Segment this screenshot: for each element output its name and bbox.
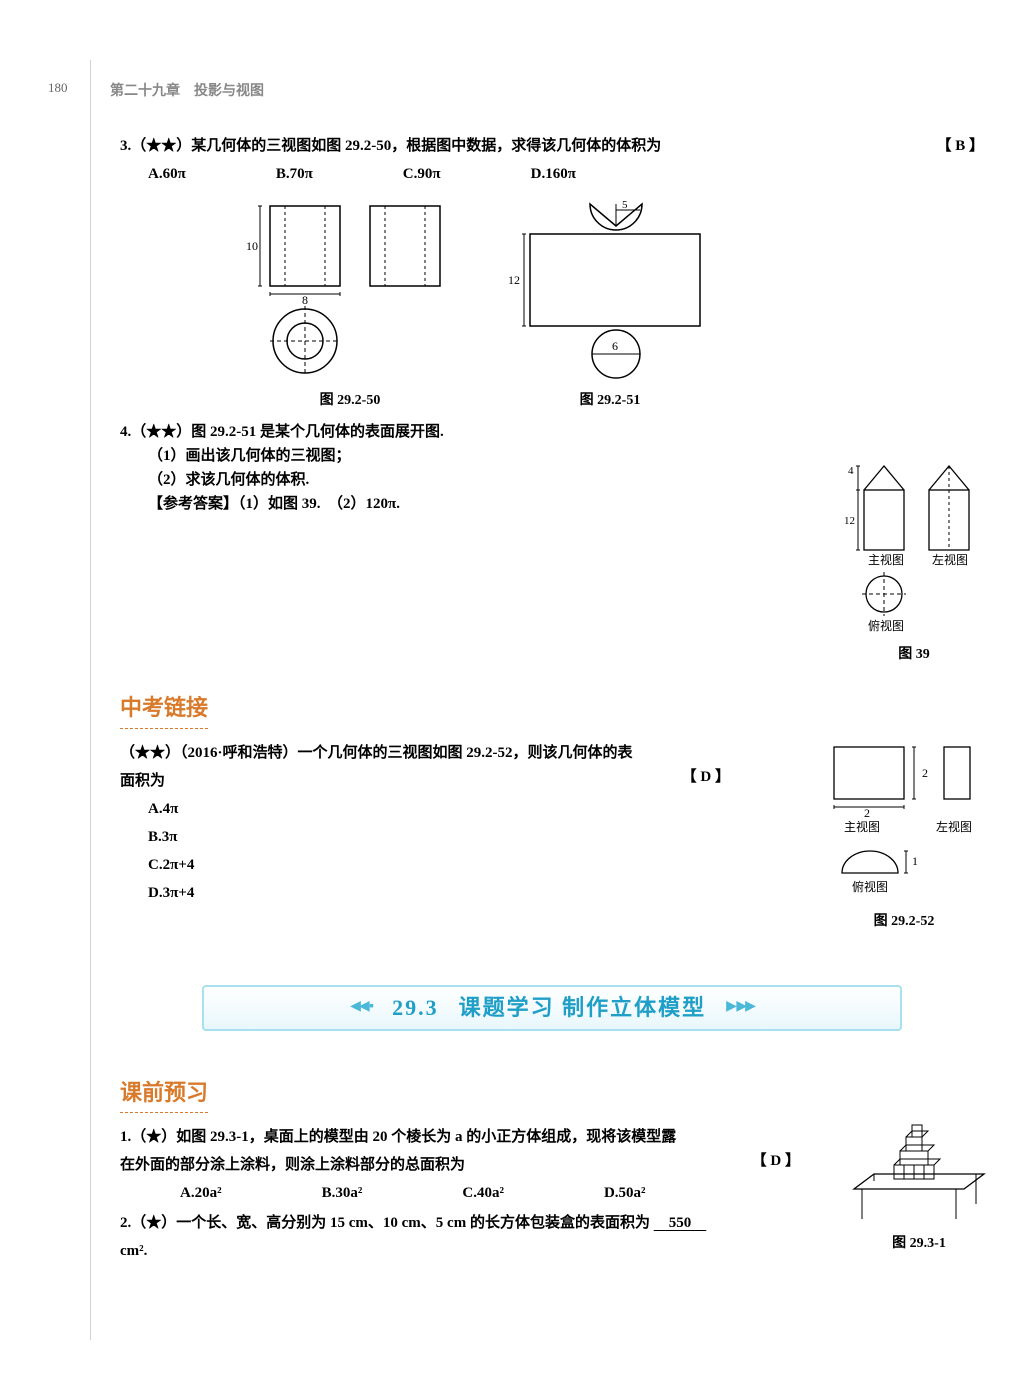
- fig-39: 4 12 主视图 左视图 俯视图 图 39: [834, 460, 994, 666]
- svg-text:4: 4: [848, 465, 854, 477]
- svg-text:12: 12: [508, 273, 520, 287]
- q3-figures: 10 8 图 29.2-50 5 12: [240, 196, 984, 412]
- q3-answer: B: [955, 138, 965, 154]
- fig-52-caption: 图 29.2-52: [814, 911, 994, 933]
- fig-39-caption: 图 39: [834, 644, 994, 666]
- zk-answer: D: [700, 769, 711, 785]
- svg-text:2: 2: [922, 766, 928, 780]
- svg-text:2: 2: [864, 806, 870, 820]
- banner-right-arrow: ▶ ▶▶: [726, 996, 754, 1018]
- section-banner: ◀◀ ▪ 29.3 课题学习 制作立体模型 ▶ ▶▶: [202, 985, 902, 1031]
- svg-text:1: 1: [912, 854, 918, 868]
- fig-52: 2 2 主视图 左视图 1 俯视图 图 29.2-52: [814, 737, 994, 933]
- banner-number: 29.3: [392, 990, 439, 1025]
- pq1-text2: 在外面的部分涂上涂料，则涂上涂料部分的总面积为: [120, 1153, 465, 1177]
- q4-line1: 4.（★★）图 29.2-51 是某个几何体的表面展开图.: [120, 420, 984, 444]
- fig-51-caption: 图 29.2-51: [580, 390, 641, 412]
- svg-text:主视图: 主视图: [868, 552, 904, 567]
- preview-q1: 1.（★）如图 29.3-1，桌面上的模型由 20 个棱长为 a 的小正方体组成…: [120, 1125, 984, 1205]
- fig-29-3-1-svg: [844, 1119, 994, 1229]
- banner-title: 课题学习 制作立体模型: [459, 990, 707, 1025]
- q3-opt-a: A.60π: [148, 162, 186, 186]
- pq1-opt-a: A.20a²: [180, 1181, 222, 1205]
- pq1-answer: D: [770, 1153, 781, 1169]
- fig-52-svg: 2 2 主视图 左视图 1 俯视图: [814, 737, 994, 907]
- q3-answer-bracket: 【 B 】: [936, 134, 984, 158]
- pq1-opt-d: D.50a²: [604, 1181, 646, 1205]
- q3-text: 3.（★★）某几何体的三视图如图 29.2-50，根据图中数据，求得该几何体的体…: [120, 134, 661, 158]
- page-content: 3.（★★）某几何体的三视图如图 29.2-50，根据图中数据，求得该几何体的体…: [120, 130, 984, 1263]
- svg-text:6: 6: [612, 339, 618, 353]
- fig-51-svg: 5 12 6: [500, 196, 720, 386]
- fig50-label-10: 10: [246, 239, 258, 253]
- fig-50-caption: 图 29.2-50: [320, 390, 381, 412]
- zk-text1: （★★）（2016·呼和浩特）一个几何体的三视图如图 29.2-52，则该几何体…: [120, 745, 633, 761]
- zk-question: （★★）（2016·呼和浩特）一个几何体的三视图如图 29.2-52，则该几何体…: [120, 741, 984, 955]
- section-preview: 课前预习: [120, 1075, 208, 1113]
- page-margin-rule: [90, 60, 91, 1340]
- page-number: 180: [48, 80, 68, 96]
- svg-text:俯视图: 俯视图: [852, 879, 888, 894]
- svg-text:主视图: 主视图: [844, 819, 880, 834]
- q3-opt-b: B.70π: [276, 162, 313, 186]
- svg-text:俯视图: 俯视图: [868, 618, 904, 633]
- question-3: 3.（★★）某几何体的三视图如图 29.2-50，根据图中数据，求得该几何体的体…: [120, 130, 984, 412]
- svg-text:12: 12: [844, 515, 855, 527]
- q3-opt-c: C.90π: [403, 162, 441, 186]
- fig-29-3-1-caption: 图 29.3-1: [844, 1233, 994, 1255]
- bracket-close: 】: [785, 1153, 800, 1169]
- fig-29-3-1: 图 29.3-1: [844, 1119, 994, 1255]
- pq2-value: 550: [654, 1215, 707, 1231]
- fig50-label-8: 8: [302, 293, 308, 307]
- fig-50: 10 8 图 29.2-50: [240, 196, 460, 412]
- chapter-title: 第二十九章 投影与视图: [110, 80, 264, 100]
- svg-text:5: 5: [622, 199, 628, 211]
- q3-opt-d: D.160π: [531, 162, 576, 186]
- bracket-open: 【: [752, 1153, 767, 1169]
- svg-text:左视图: 左视图: [932, 552, 968, 567]
- pq1-opt-c: C.40a²: [462, 1181, 504, 1205]
- pq1-answer-bracket: 【 D 】: [752, 1149, 800, 1177]
- pq1-opt-b: B.30a²: [322, 1181, 363, 1205]
- q3-options: A.60π B.70π C.90π D.160π: [148, 162, 984, 186]
- bracket-close: 】: [969, 138, 984, 154]
- banner-left-arrow: ◀◀ ▪: [350, 996, 372, 1018]
- section-zhongkao: 中考链接: [120, 690, 208, 728]
- bracket-open: 【: [936, 138, 951, 154]
- fig-39-svg: 4 12 主视图 左视图 俯视图: [834, 460, 994, 640]
- bracket-close: 】: [715, 769, 730, 785]
- pq2-text1: 2.（★）一个长、宽、高分别为 15 cm、10 cm、5 cm 的长方体包装盒…: [120, 1215, 650, 1231]
- bracket-open: 【: [682, 769, 697, 785]
- fig-50-svg: 10 8: [240, 196, 460, 386]
- svg-text:左视图: 左视图: [936, 819, 972, 834]
- fig-51: 5 12 6 图 29.2-51: [500, 196, 720, 412]
- zk-text2: 面积为: [120, 769, 165, 793]
- zk-answer-bracket: 【 D 】: [682, 765, 730, 793]
- question-4: 4.（★★）图 29.2-51 是某个几何体的表面展开图. （1）画出该几何体的…: [120, 420, 984, 666]
